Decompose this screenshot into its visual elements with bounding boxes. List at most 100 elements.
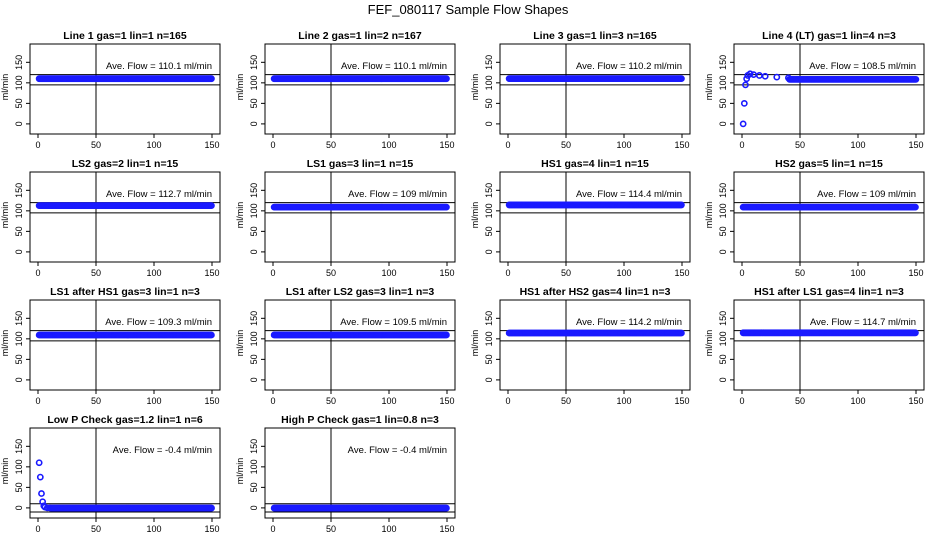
y-tick-label: 150 [14, 55, 24, 70]
y-tick-label: 50 [718, 98, 728, 108]
x-tick-label: 50 [326, 396, 336, 406]
data-point [208, 331, 215, 339]
x-tick-label: 100 [616, 140, 631, 150]
y-tick-label: 50 [249, 482, 259, 492]
x-tick-label: 100 [616, 268, 631, 278]
y-tick-label: 150 [249, 55, 259, 70]
data-point [443, 203, 450, 211]
panels-grid: Line 1 gas=1 lin=1 n=165 ml/min 0 50 100 150 0… [0, 30, 925, 534]
plot-frame [499, 299, 691, 391]
y-tick-label: 150 [249, 183, 259, 198]
x-tick-label: 150 [204, 268, 219, 278]
y-tick-label: 100 [249, 203, 259, 218]
panel: Line 4 (LT) gas=1 lin=4 n=3 ml/min 0 50 100 1… [704, 30, 925, 150]
data-point [38, 490, 45, 497]
average-flow-annotation: Ave. Flow = 110.2 ml/min [576, 61, 682, 72]
x-tick-label: 50 [326, 268, 336, 278]
x-tick-label: 0 [270, 140, 275, 150]
y-tick-label: 100 [14, 459, 24, 474]
panel: HS2 gas=5 lin=1 n=15 ml/min 0 50 100 150 0 50 10… [704, 158, 925, 278]
data-point [443, 331, 450, 339]
data-point [36, 473, 44, 481]
x-tick-label: 50 [91, 396, 101, 406]
y-tick-label: 150 [718, 311, 728, 326]
y-tick-label: 0 [249, 377, 259, 382]
data-point [35, 459, 43, 467]
y-tick-label: 100 [249, 331, 259, 346]
y-tick-label: 150 [249, 311, 259, 326]
x-tick-label: 100 [381, 268, 396, 278]
x-tick-label: 100 [146, 140, 161, 150]
x-tick-label: 150 [204, 140, 219, 150]
x-tick-label: 50 [561, 396, 571, 406]
x-tick-label: 50 [561, 140, 571, 150]
x-tick-label: 150 [674, 140, 689, 150]
y-tick-label: 0 [249, 249, 259, 254]
plot-frame [29, 171, 221, 263]
panel-title: LS1 gas=3 lin=1 n=15 [307, 158, 414, 170]
y-axis-label: ml/min [0, 458, 10, 485]
x-tick-label: 100 [146, 268, 161, 278]
y-tick-label: 150 [484, 55, 494, 70]
panel: Line 3 gas=1 lin=3 n=165 ml/min 0 50 100 150 0… [470, 30, 691, 150]
y-axis-label: ml/min [704, 74, 714, 101]
x-tick-label: 50 [91, 268, 101, 278]
x-tick-label: 50 [326, 140, 336, 150]
x-tick-label: 0 [35, 396, 40, 406]
data-point [208, 504, 215, 512]
y-tick-label: 150 [14, 311, 24, 326]
average-flow-annotation: Ave. Flow = 109.5 ml/min [340, 317, 447, 328]
data-point [678, 75, 685, 83]
x-tick-label: 50 [91, 140, 101, 150]
x-tick-label: 50 [795, 268, 805, 278]
y-tick-label: 50 [14, 482, 24, 492]
plot-frame [264, 171, 456, 263]
y-axis-label: ml/min [235, 330, 245, 357]
data-point [912, 203, 919, 211]
x-tick-label: 150 [204, 396, 219, 406]
panel-title: HS1 after LS1 gas=4 lin=1 n=3 [754, 286, 904, 298]
y-tick-label: 50 [718, 354, 728, 364]
panel: HS1 after HS2 gas=4 lin=1 n=3 ml/min 0 50 10… [470, 286, 691, 406]
x-tick-label: 50 [91, 524, 101, 534]
data-point [678, 201, 685, 209]
average-flow-annotation: Ave. Flow = 110.1 ml/min [106, 61, 212, 72]
x-tick-label: 150 [204, 524, 219, 534]
plot-frame [733, 43, 925, 135]
x-tick-label: 150 [439, 396, 454, 406]
y-axis-label: ml/min [235, 458, 245, 485]
y-tick-label: 0 [718, 377, 728, 382]
y-tick-label: 0 [14, 505, 24, 510]
y-tick-label: 100 [14, 331, 24, 346]
data-point [208, 202, 215, 210]
data-point [678, 329, 685, 337]
x-tick-label: 0 [505, 268, 510, 278]
y-tick-label: 100 [14, 203, 24, 218]
y-tick-label: 100 [484, 75, 494, 90]
y-tick-label: 150 [249, 439, 259, 454]
average-flow-annotation: Ave. Flow = 114.4 ml/min [576, 189, 682, 200]
average-flow-annotation: Ave. Flow = 109 ml/min [348, 189, 447, 200]
panel-title: High P Check gas=1 lin=0.8 n=3 [281, 414, 439, 426]
data-point [739, 120, 747, 128]
y-tick-label: 100 [718, 203, 728, 218]
plot-frame [29, 43, 221, 135]
y-tick-label: 50 [718, 226, 728, 236]
y-tick-label: 100 [249, 75, 259, 90]
x-tick-label: 100 [381, 524, 396, 534]
y-tick-label: 50 [249, 98, 259, 108]
x-tick-label: 0 [270, 396, 275, 406]
x-tick-label: 0 [739, 140, 744, 150]
x-tick-label: 100 [381, 140, 396, 150]
y-tick-label: 0 [484, 377, 494, 382]
panel: LS1 gas=3 lin=1 n=15 ml/min 0 50 100 150 0 50 10… [235, 158, 456, 278]
panel: LS1 after HS1 gas=3 lin=1 n=3 ml/min 0 50 10… [0, 286, 221, 406]
plot-frame [499, 43, 691, 135]
plot-frame [29, 299, 221, 391]
data-point [743, 75, 751, 83]
y-axis-label: ml/min [0, 330, 10, 357]
y-tick-label: 50 [484, 354, 494, 364]
panel-title: Line 4 (LT) gas=1 lin=4 n=3 [762, 30, 896, 42]
data-point [39, 498, 47, 506]
y-tick-label: 100 [718, 75, 728, 90]
